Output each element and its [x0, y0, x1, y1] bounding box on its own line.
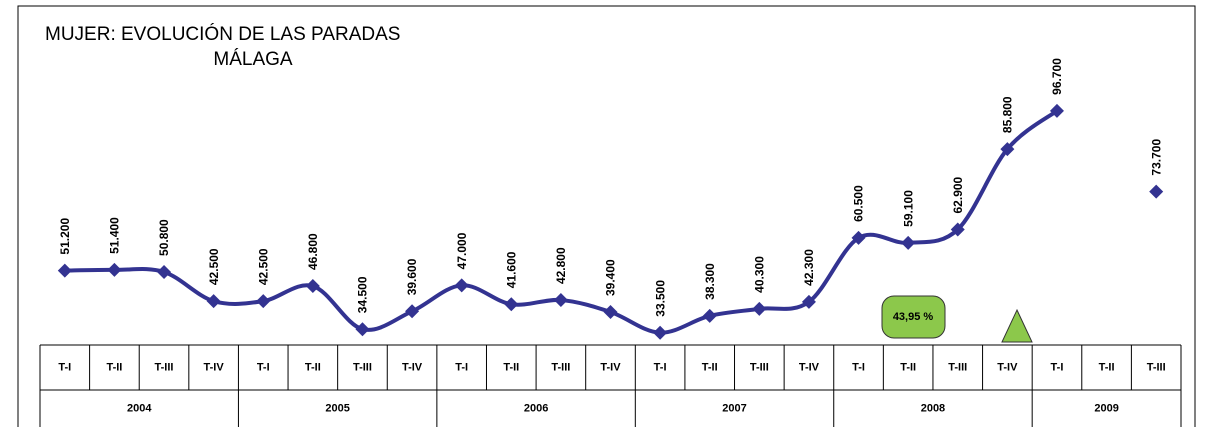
group-label: 2009 [1094, 402, 1118, 414]
x-tick-label: T-III [155, 361, 174, 373]
x-tick-label: T-III [1147, 361, 1166, 373]
x-tick-label: T-IV [799, 361, 820, 373]
x-tick-label: T-IV [402, 361, 423, 373]
x-tick-label: T-III [353, 361, 372, 373]
data-point [405, 304, 420, 319]
data-label: 46.800 [306, 233, 320, 270]
data-point [752, 301, 767, 316]
x-tick-label: T-I [1051, 361, 1064, 373]
data-label: 62.900 [951, 176, 965, 213]
data-point [1149, 184, 1164, 199]
data-point [603, 304, 618, 319]
x-tick-label: T-II [106, 361, 122, 373]
chart-border [17, 5, 1196, 427]
x-tick-label: T-II [900, 361, 916, 373]
data-point [107, 262, 122, 277]
group-label: 2008 [921, 402, 945, 414]
data-label: 73.700 [1149, 139, 1163, 176]
x-tick-label: T-III [551, 361, 570, 373]
data-label: 42.500 [207, 248, 221, 285]
data-label: 41.600 [504, 251, 518, 288]
data-label: 50.800 [157, 219, 171, 256]
data-label: 42.300 [802, 249, 816, 286]
data-label: 96.700 [1050, 58, 1064, 95]
x-tick-label: T-I [58, 361, 71, 373]
x-tick-label: T-I [654, 361, 667, 373]
data-point [653, 325, 668, 340]
annotation-text: 43,95 % [893, 311, 934, 323]
data-point [305, 279, 320, 294]
x-tick-label: T-II [702, 361, 718, 373]
data-label: 42.800 [554, 247, 568, 284]
data-point [57, 263, 72, 278]
data-point [454, 278, 469, 293]
x-tick-label: T-I [257, 361, 270, 373]
data-label: 39.600 [405, 258, 419, 295]
data-point [504, 297, 519, 312]
data-label: 60.500 [852, 185, 866, 222]
data-label: 42.500 [256, 248, 270, 285]
data-label: 39.400 [604, 259, 618, 296]
data-point [157, 264, 172, 279]
data-label: 34.500 [356, 276, 370, 313]
chart-subtitle: MÁLAGA [213, 49, 293, 70]
data-label: 33.500 [653, 280, 667, 317]
data-point [801, 294, 816, 309]
data-point [1049, 103, 1064, 118]
data-point [851, 230, 866, 245]
data-label: 51.200 [58, 218, 72, 255]
group-label: 2004 [127, 402, 152, 414]
data-label: 47.000 [455, 232, 469, 269]
data-point [1000, 142, 1015, 157]
x-tick-label: T-IV [204, 361, 225, 373]
data-point [256, 294, 271, 309]
annotation-marker [1001, 308, 1033, 343]
x-tick-label: T-II [1099, 361, 1115, 373]
data-point [553, 293, 568, 308]
x-tick-label: T-IV [997, 361, 1018, 373]
group-label: 2006 [524, 402, 548, 414]
chart-title: MUJER: EVOLUCIÓN DE LAS PARADAS [45, 23, 400, 45]
data-point [901, 235, 916, 250]
group-label: 2005 [325, 402, 349, 414]
data-label: 85.800 [1001, 96, 1015, 133]
data-point [206, 294, 221, 309]
data-label: 40.300 [752, 256, 766, 293]
data-label: 38.300 [703, 263, 717, 300]
data-point [355, 322, 370, 337]
x-tick-label: T-I [455, 361, 468, 373]
x-tick-label: T-I [852, 361, 865, 373]
x-tick-label: T-II [305, 361, 321, 373]
data-point [950, 222, 965, 237]
data-point [702, 308, 717, 323]
data-label: 51.400 [108, 217, 122, 254]
group-label: 2007 [722, 402, 746, 414]
x-tick-label: T-IV [600, 361, 621, 373]
x-tick-label: T-III [750, 361, 769, 373]
annotation-box [881, 295, 946, 339]
x-tick-label: T-II [503, 361, 519, 373]
data-label: 59.100 [901, 190, 915, 227]
x-tick-label: T-III [948, 361, 967, 373]
